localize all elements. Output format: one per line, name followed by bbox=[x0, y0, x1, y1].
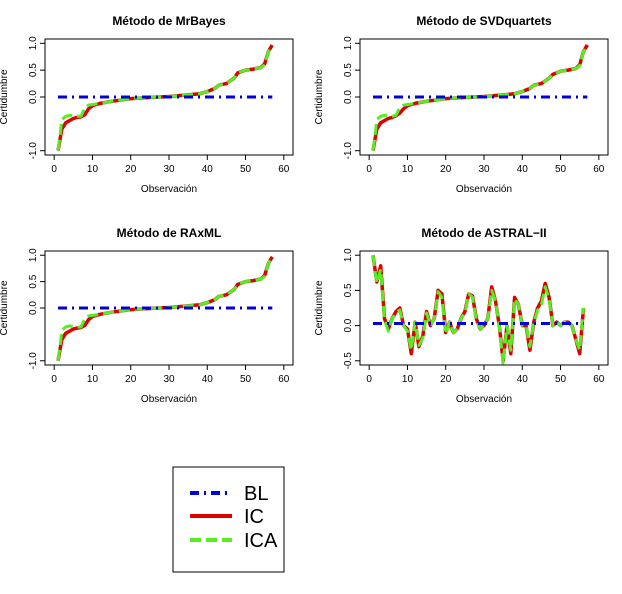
chart-panels: Método de MrBayes 0 10 20 30 40 50 60 Observació… bbox=[0, 14, 609, 405]
x-axis-label: Observación bbox=[141, 184, 197, 195]
x-axis-label: Observación bbox=[141, 394, 197, 405]
y-tick-label: 1.0 bbox=[343, 248, 354, 262]
x-tick-label: 40 bbox=[517, 164, 529, 175]
x-tick-label: 10 bbox=[402, 374, 414, 385]
x-tick-label: 60 bbox=[278, 164, 290, 175]
series-ica-line bbox=[56, 256, 274, 362]
chart-title: Método de SVDquartets bbox=[416, 14, 552, 28]
y-tick-label: 0.5 bbox=[343, 63, 354, 77]
x-tick-label: 0 bbox=[51, 374, 57, 385]
chart-panel-1: Método de MrBayes 0 10 20 30 40 50 60 Observació… bbox=[0, 14, 294, 195]
legend: BL IC ICA bbox=[172, 466, 285, 573]
legend-label-ic: IC bbox=[244, 506, 264, 528]
x-tick-label: 0 bbox=[366, 374, 372, 385]
x-tick-label: 10 bbox=[87, 164, 99, 175]
chart-title: Método de MrBayes bbox=[112, 14, 226, 28]
y-tick-label: 0.5 bbox=[28, 63, 39, 77]
x-tick-label: 20 bbox=[125, 374, 137, 385]
legend-box bbox=[172, 466, 285, 573]
x-tick-label: 20 bbox=[440, 164, 452, 175]
x-tick-label: 50 bbox=[555, 164, 567, 175]
chart-title: Método de ASTRAL−II bbox=[421, 226, 546, 240]
x-tick-label: 60 bbox=[593, 164, 605, 175]
x-tick-label: 50 bbox=[555, 374, 567, 385]
x-tick-label: 50 bbox=[240, 374, 252, 385]
x-tick-label: 20 bbox=[125, 164, 137, 175]
x-tick-label: 40 bbox=[202, 374, 214, 385]
plot-frame bbox=[359, 250, 609, 366]
x-tick-label: 50 bbox=[240, 164, 252, 175]
y-tick-label: 1.0 bbox=[343, 36, 354, 50]
x-tick-label: 40 bbox=[202, 164, 214, 175]
y-axis-label: Certidumbre bbox=[314, 280, 325, 335]
y-tick-label: -1.0 bbox=[28, 352, 39, 370]
series-ica-line bbox=[56, 44, 274, 151]
x-axis-label: Observación bbox=[456, 184, 512, 195]
y-axis-label: Certidumbre bbox=[0, 280, 10, 335]
y-axis-label: Certidumbre bbox=[314, 69, 325, 124]
y-tick-label: -0.5 bbox=[343, 352, 354, 370]
y-tick-label: 0.0 bbox=[28, 90, 39, 104]
x-tick-label: 10 bbox=[87, 374, 99, 385]
x-tick-label: 30 bbox=[478, 164, 490, 175]
y-tick-label: 0.0 bbox=[343, 90, 354, 104]
x-tick-label: 0 bbox=[366, 164, 372, 175]
x-axis-label: Observación bbox=[456, 394, 512, 405]
legend-label-ica: ICA bbox=[244, 530, 278, 552]
series-ica-line bbox=[371, 254, 585, 366]
x-tick-label: 0 bbox=[51, 164, 57, 175]
y-tick-label: -1.0 bbox=[28, 142, 39, 160]
chart-panel-2: Método de SVDquartets 0 10 20 30 40 50 60 Observ… bbox=[314, 14, 609, 195]
y-tick-label: 0.0 bbox=[28, 301, 39, 315]
y-axis-label: Certidumbre bbox=[0, 69, 10, 124]
y-tick-label: 0.0 bbox=[343, 318, 354, 332]
series-ic-line bbox=[371, 254, 586, 363]
series-ica-line bbox=[371, 44, 589, 151]
y-tick-label: -1.0 bbox=[343, 142, 354, 160]
y-tick-label: 0.5 bbox=[343, 283, 354, 297]
legend-label-bl: BL bbox=[244, 483, 268, 505]
x-tick-label: 60 bbox=[593, 374, 605, 385]
y-tick-label: 1.0 bbox=[28, 36, 39, 50]
chart-panel-3: Método de RAxML 0 10 20 30 40 50 60 Observación -… bbox=[0, 226, 294, 405]
x-tick-label: 20 bbox=[440, 374, 452, 385]
x-tick-label: 10 bbox=[402, 164, 414, 175]
x-tick-label: 30 bbox=[163, 164, 175, 175]
y-tick-label: 1.0 bbox=[28, 248, 39, 262]
x-tick-label: 60 bbox=[278, 374, 290, 385]
x-tick-label: 30 bbox=[163, 374, 175, 385]
chart-panel-4: Método de ASTRAL−II 0 10 20 30 40 50 60 Observac… bbox=[314, 226, 609, 405]
x-tick-label: 30 bbox=[478, 374, 490, 385]
x-tick-label: 40 bbox=[517, 374, 529, 385]
chart-title: Método de RAxML bbox=[117, 226, 222, 240]
y-tick-label: 0.5 bbox=[28, 274, 39, 288]
